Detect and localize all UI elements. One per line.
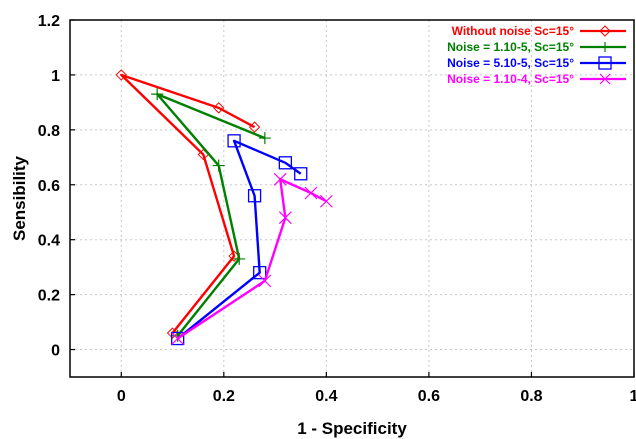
square-marker [247, 189, 262, 203]
square-marker [294, 167, 308, 181]
axis-ticks: 0 0.2 0.4 0.6 0.8 1 0 0.2 0.4 0.6 0.8 1 1.2 [38, 13, 636, 405]
plus-marker [258, 132, 271, 145]
diamond-marker [115, 69, 127, 81]
plus-marker [233, 252, 246, 265]
x-marker [304, 186, 318, 200]
square-marker [253, 265, 267, 280]
y-tick-label: 0.4 [38, 233, 60, 250]
x-tick-label: 0 [117, 388, 126, 405]
legend-label: Noise = 5.10-5, Sc=15° [447, 56, 574, 70]
x-tick-label: 1 [630, 388, 636, 405]
x-tick-label: 0.6 [418, 388, 440, 405]
diamond-marker [212, 102, 225, 114]
x-marker [319, 194, 333, 208]
x-marker [599, 73, 611, 85]
series-line [177, 178, 327, 340]
plot-frame [69, 19, 635, 378]
plus-marker [212, 159, 225, 172]
x-marker [171, 332, 185, 345]
series-1 [115, 69, 261, 339]
x-marker [258, 274, 272, 288]
legend-label: Without noise Sc=15° [452, 24, 575, 38]
series-2 [151, 88, 271, 342]
square-marker [171, 331, 185, 346]
series-line [120, 73, 256, 334]
diamond-marker [248, 121, 261, 133]
square-marker [598, 56, 612, 70]
legend: Without noise Sc=15° Noise = 1.10-5, Sc=1… [447, 24, 626, 86]
plus-marker [151, 88, 164, 101]
x-marker [278, 211, 292, 225]
y-tick-label: 0.2 [38, 288, 60, 305]
x-tick-label: 0.8 [520, 388, 542, 405]
x-tick-label: 0.4 [315, 388, 337, 405]
y-tick-label: 1.2 [38, 13, 60, 30]
diamond-marker [599, 25, 611, 37]
series-line [176, 139, 302, 340]
y-axis-title: Sensibility [10, 155, 29, 241]
square-marker [227, 134, 241, 148]
x-marker [273, 172, 287, 186]
y-tick-label: 0.8 [38, 123, 60, 140]
y-tick-label: 0.6 [38, 178, 60, 195]
diamond-marker [166, 327, 179, 339]
y-tick-label: 0 [51, 343, 60, 360]
square-marker [278, 156, 292, 170]
legend-label: Noise = 1.10-5, Sc=15° [447, 40, 574, 54]
plus-marker [600, 42, 610, 52]
series-3 [171, 134, 308, 346]
x-tick-label: 0.2 [213, 388, 235, 405]
legend-label: Noise = 1.10-4, Sc=15° [447, 72, 574, 86]
x-axis-title: 1 - Specificity [297, 419, 407, 438]
series-layer [115, 69, 333, 346]
series-line [155, 92, 266, 337]
series-4 [171, 172, 333, 345]
y-tick-label: 1 [51, 68, 60, 85]
